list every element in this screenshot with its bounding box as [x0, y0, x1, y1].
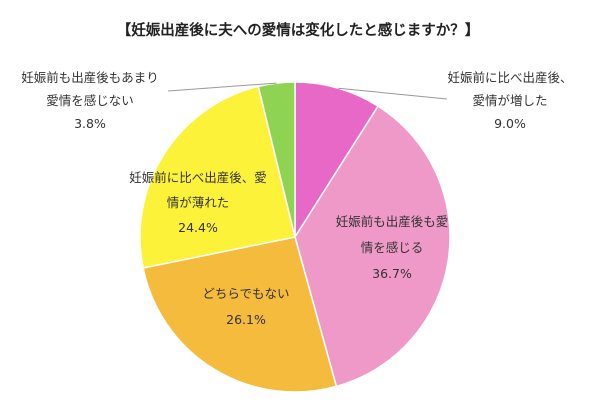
slice-category-label-1: 愛情が増した: [472, 93, 547, 108]
pie-slice-3: [142, 236, 338, 393]
slice-category-label-4: 情が薄れた: [167, 195, 230, 210]
slice-category-label-3: どちらでもない: [202, 286, 289, 301]
slice-category-label-2: 妊娠前も出産後も愛: [336, 214, 449, 229]
slice-category-label-5: 妊娠前も出産後もあまり: [21, 70, 159, 85]
slice-category-label-4: 妊娠前に比べ出産後、愛: [129, 170, 267, 185]
pie-slice-5: [257, 81, 296, 238]
slice-category-label-5: 愛情を感じない: [46, 93, 134, 108]
slice-value-label-1: 9.0%: [494, 116, 526, 131]
chart-title: 【妊娠出産後に夫への愛情は変化したと感じますか？】: [117, 21, 480, 39]
leader-line-5: [167, 82, 277, 92]
leader-line-1: [338, 87, 448, 100]
pie-slices: [139, 81, 451, 393]
leader-lines: [167, 82, 448, 100]
slice-category-label-2: 情を感じる: [361, 240, 424, 255]
pie-slice-4: [139, 85, 296, 269]
slice-value-label-3: 26.1%: [226, 312, 266, 327]
slice-value-label-5: 3.8%: [74, 116, 106, 131]
slice-value-label-2: 36.7%: [372, 266, 412, 281]
slice-category-label-1: 妊娠前に比べ出産後、: [447, 70, 572, 85]
slice-value-label-4: 24.4%: [178, 220, 218, 235]
pie-slice-2: [294, 105, 451, 388]
